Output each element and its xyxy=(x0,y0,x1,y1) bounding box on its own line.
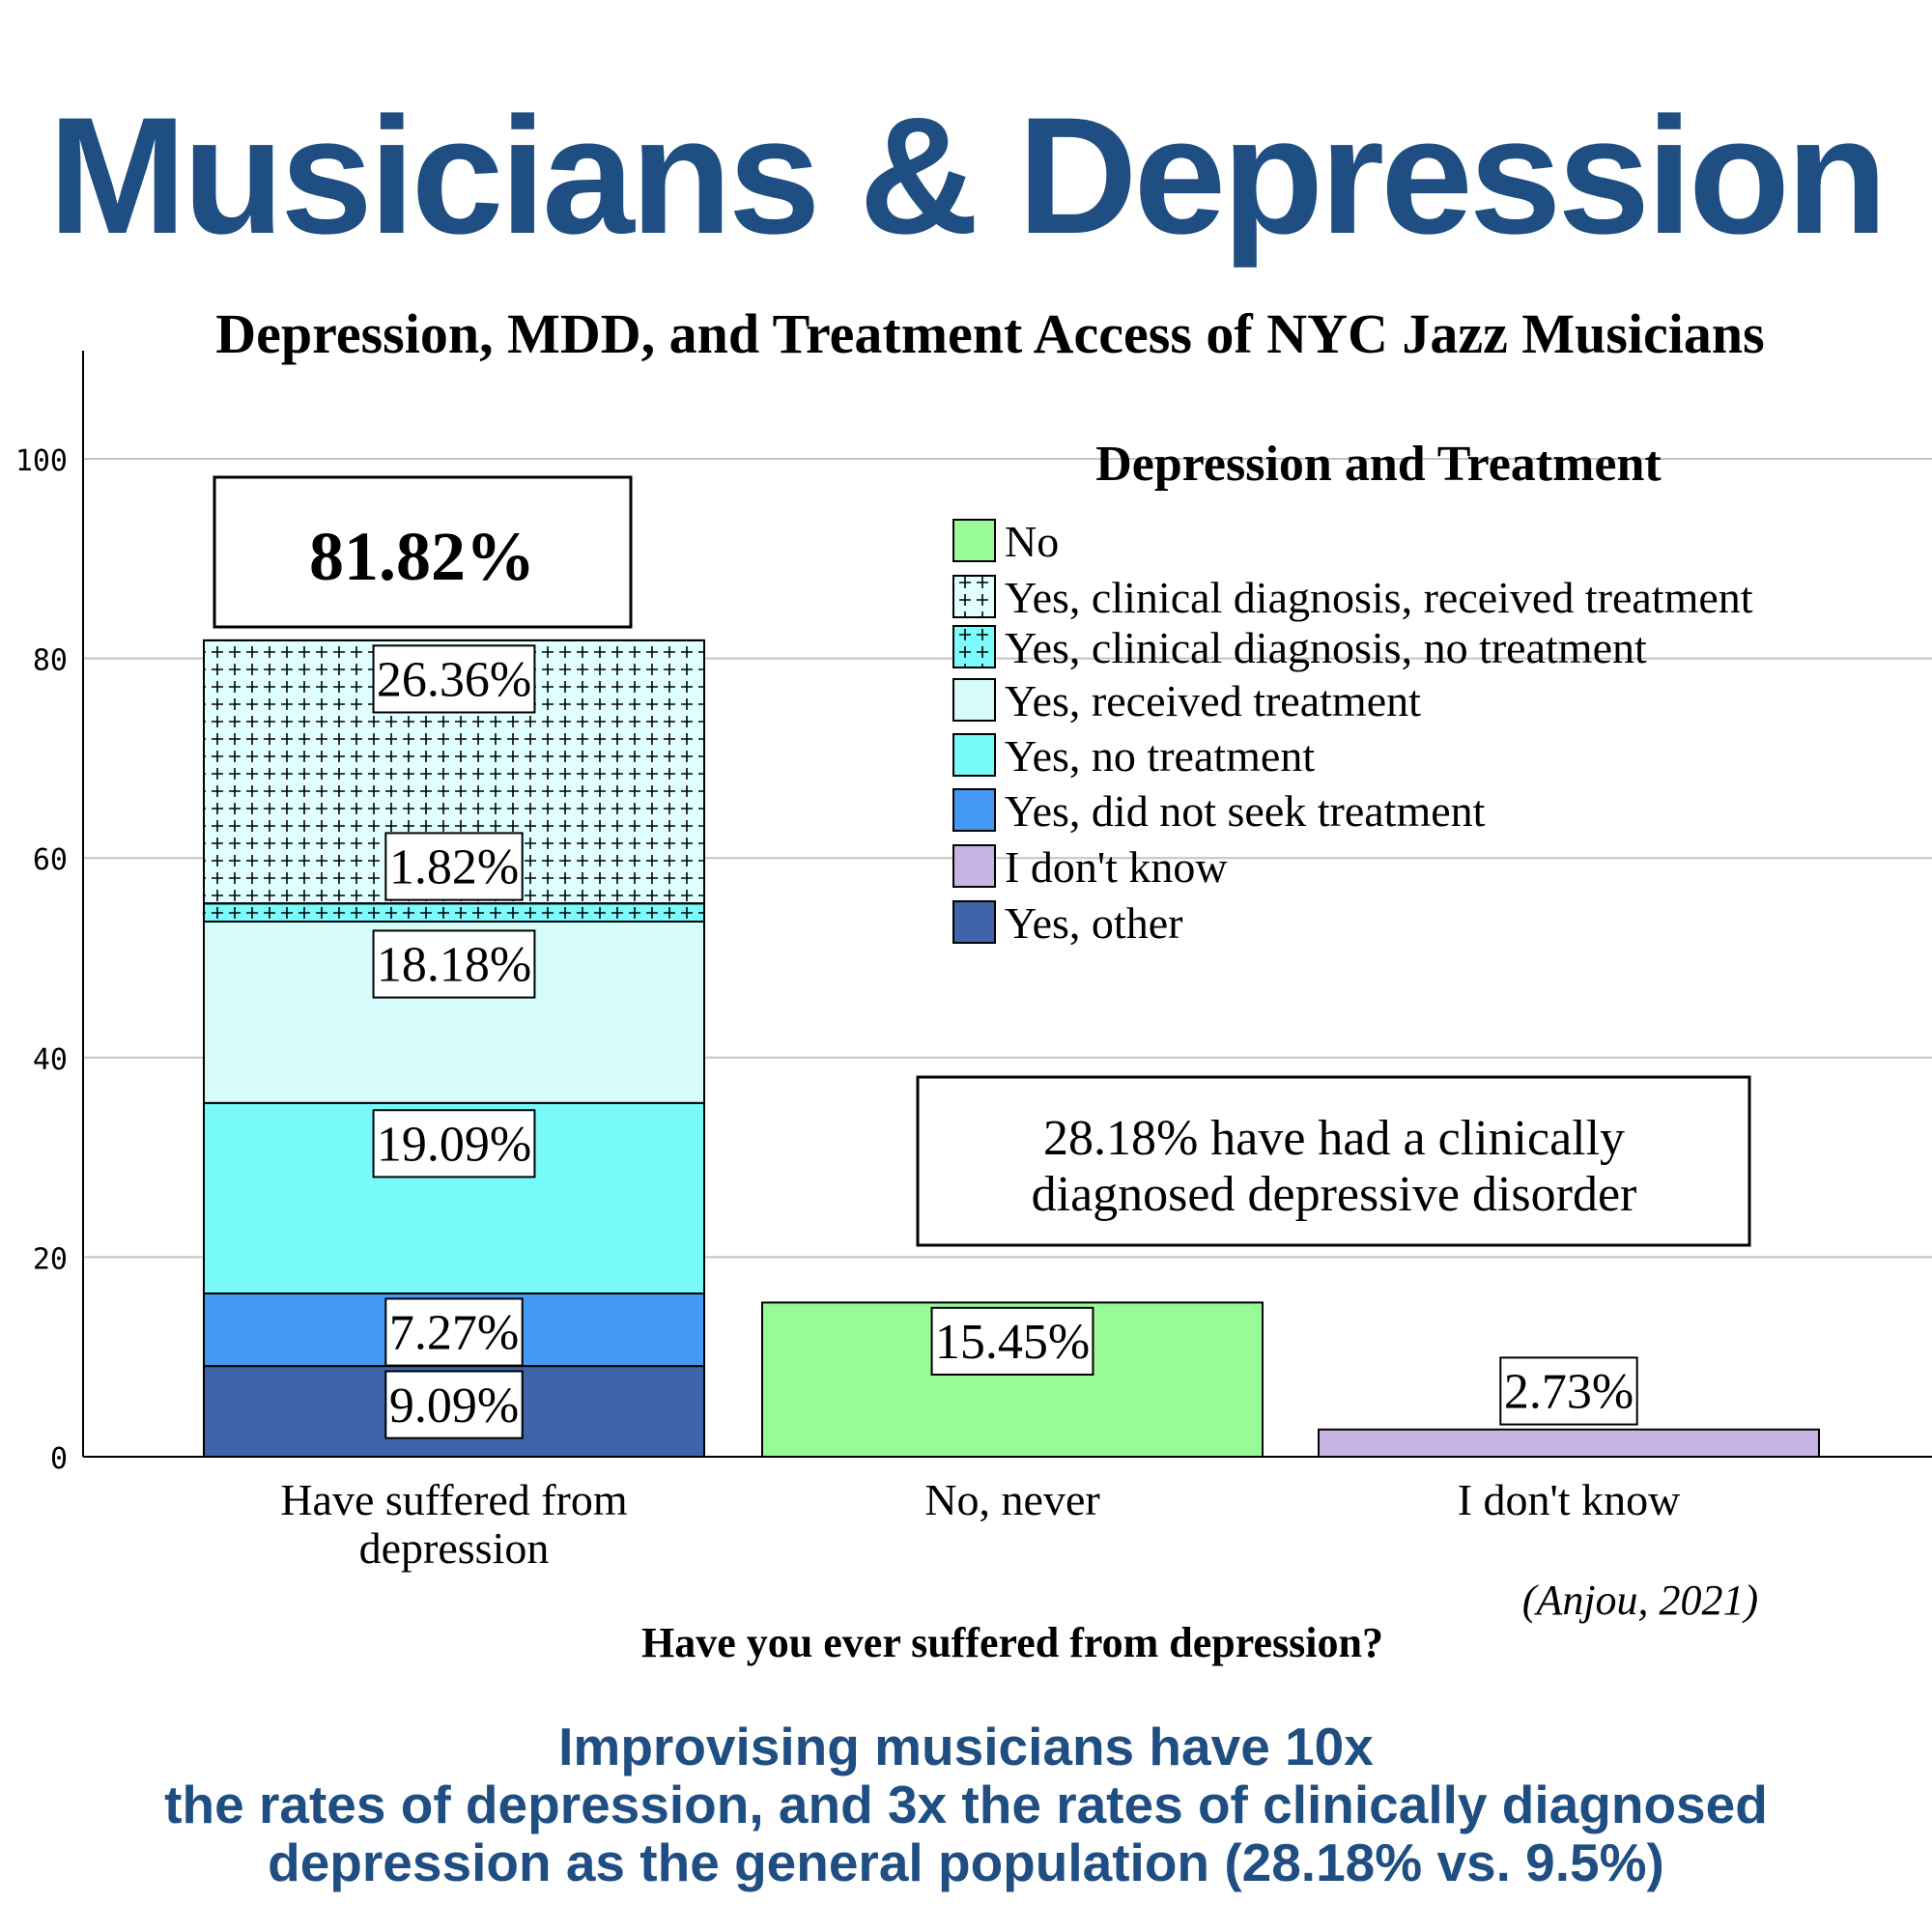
data-label-i-don-t-know-3-box xyxy=(1499,1356,1638,1426)
bottom-note-line-1: Improvising musicians have 10x xyxy=(558,1717,1374,1776)
data-label-yes-clinical-diagnosis-no-treatment-1-text: 1.82% xyxy=(389,840,519,895)
legend-label: Yes, clinical diagnosis, no treatment xyxy=(1005,623,1647,672)
data-label-yes-received-treatment-1-text: 18.18% xyxy=(377,938,531,993)
legend-swatch-pattern xyxy=(952,625,996,668)
y-tick-label: 20 xyxy=(33,1242,68,1276)
data-label-yes-clinical-diagnosis-no-treatment-1: 1.82% xyxy=(384,832,524,901)
x-tick-label: No, never xyxy=(924,1475,1099,1524)
legend-label: I don't know xyxy=(1005,842,1228,892)
legend-item-yes-other: Yes, other xyxy=(952,898,1182,948)
data-label-yes-clinical-diagnosis-received-treatment-1: 26.36% xyxy=(372,644,536,714)
total-label-box xyxy=(213,475,633,629)
data-label-no-2-box xyxy=(930,1306,1094,1376)
data-label-yes-did-not-seek-treatment-1: 7.27% xyxy=(384,1297,524,1367)
data-label-i-don-t-know-3: 2.73% xyxy=(1499,1356,1638,1426)
legend-item-i-don-t-know: I don't know xyxy=(952,842,1228,892)
data-label-yes-no-treatment-1-box xyxy=(372,1109,536,1179)
y-tick-label: 60 xyxy=(33,843,68,877)
data-label-yes-did-not-seek-treatment-1-text: 7.27% xyxy=(389,1306,519,1361)
legend-item-no: No xyxy=(952,517,1059,566)
data-label-yes-did-not-seek-treatment-1-box xyxy=(384,1297,524,1367)
bottom-note-line-2: the rates of depression, and 3x the rate… xyxy=(164,1775,1768,1834)
legend-swatch-pattern xyxy=(952,575,996,618)
legend-swatch xyxy=(952,519,996,562)
legend-swatch xyxy=(952,678,996,722)
total-label: 81.82% xyxy=(213,475,633,629)
x-tick-label: depression xyxy=(359,1523,550,1573)
legend-item-yes-clinical-diagnosis-no-treatment: Yes, clinical diagnosis, no treatment xyxy=(952,623,1647,672)
data-label-no-2: 15.45% xyxy=(930,1306,1094,1376)
y-tick-label: 0 xyxy=(50,1442,68,1476)
data-label-yes-clinical-diagnosis-received-treatment-1-box xyxy=(372,644,536,714)
legend-item-yes-did-not-seek-treatment: Yes, did not seek treatment xyxy=(952,786,1486,836)
legend-item-yes-clinical-diagnosis-received-treatment: Yes, clinical diagnosis, received treatm… xyxy=(952,573,1753,622)
x-tick-label: Have suffered from xyxy=(280,1475,628,1524)
annotation-line: 28.18% have had a clinically xyxy=(1043,1111,1625,1166)
x-tick-label: I don't know xyxy=(1458,1475,1681,1524)
data-label-yes-no-treatment-1-text: 19.09% xyxy=(377,1117,531,1172)
data-label-yes-clinical-diagnosis-received-treatment-1-text: 26.36% xyxy=(377,653,531,708)
legend-label: Yes, received treatment xyxy=(1005,676,1421,725)
legend-title: Depression and Treatment xyxy=(1095,437,1662,492)
x-axis-title: Have you ever suffered from depression? xyxy=(641,1619,1383,1666)
legend-label: Yes, other xyxy=(1005,898,1182,948)
citation: (Anjou, 2021) xyxy=(1522,1577,1758,1624)
bar-i-don-t-know-3 xyxy=(1318,1428,1820,1458)
legend-swatch xyxy=(952,788,996,832)
total-label-text: 81.82% xyxy=(309,518,535,595)
data-label-yes-received-treatment-1-box xyxy=(372,929,536,999)
legend-item-yes-no-treatment: Yes, no treatment xyxy=(952,731,1315,781)
chart-title: Depression, MDD, and Treatment Access of… xyxy=(215,302,1765,365)
bottom-note: Improvising musicians have 10x the rates… xyxy=(0,1718,1932,1891)
y-tick-label: 40 xyxy=(33,1043,68,1077)
data-label-yes-received-treatment-1: 18.18% xyxy=(372,929,536,999)
annotation-frame xyxy=(916,1075,1751,1247)
legend-swatch xyxy=(952,844,996,888)
y-tick-label: 80 xyxy=(33,644,68,678)
data-label-yes-clinical-diagnosis-no-treatment-1-box xyxy=(384,832,524,901)
legend-label: Yes, did not seek treatment xyxy=(1005,786,1486,836)
legend-item-yes-received-treatment: Yes, received treatment xyxy=(952,676,1421,725)
y-tick-label: 100 xyxy=(15,444,68,478)
data-label-i-don-t-know-3-text: 2.73% xyxy=(1504,1365,1634,1420)
data-label-yes-other-1: 9.09% xyxy=(384,1370,524,1439)
legend-label: Yes, no treatment xyxy=(1005,731,1315,781)
data-label-no-2-text: 15.45% xyxy=(935,1315,1090,1370)
annotation-line: diagnosed depressive disorder xyxy=(1032,1167,1637,1222)
data-label-yes-other-1-text: 9.09% xyxy=(389,1378,519,1434)
legend-swatch xyxy=(952,900,996,944)
main-title: Musicians & Depression xyxy=(47,83,1888,269)
legend-swatch xyxy=(952,733,996,777)
legend-label: Yes, clinical diagnosis, received treatm… xyxy=(1005,573,1753,622)
bar-yes-clinical-diagnosis-no-treatment-1-pattern xyxy=(203,902,705,923)
data-label-yes-no-treatment-1: 19.09% xyxy=(372,1109,536,1179)
data-label-yes-other-1-box xyxy=(384,1370,524,1439)
legend-label: No xyxy=(1005,517,1059,566)
bottom-note-line-3: depression as the general population (28… xyxy=(268,1833,1664,1892)
